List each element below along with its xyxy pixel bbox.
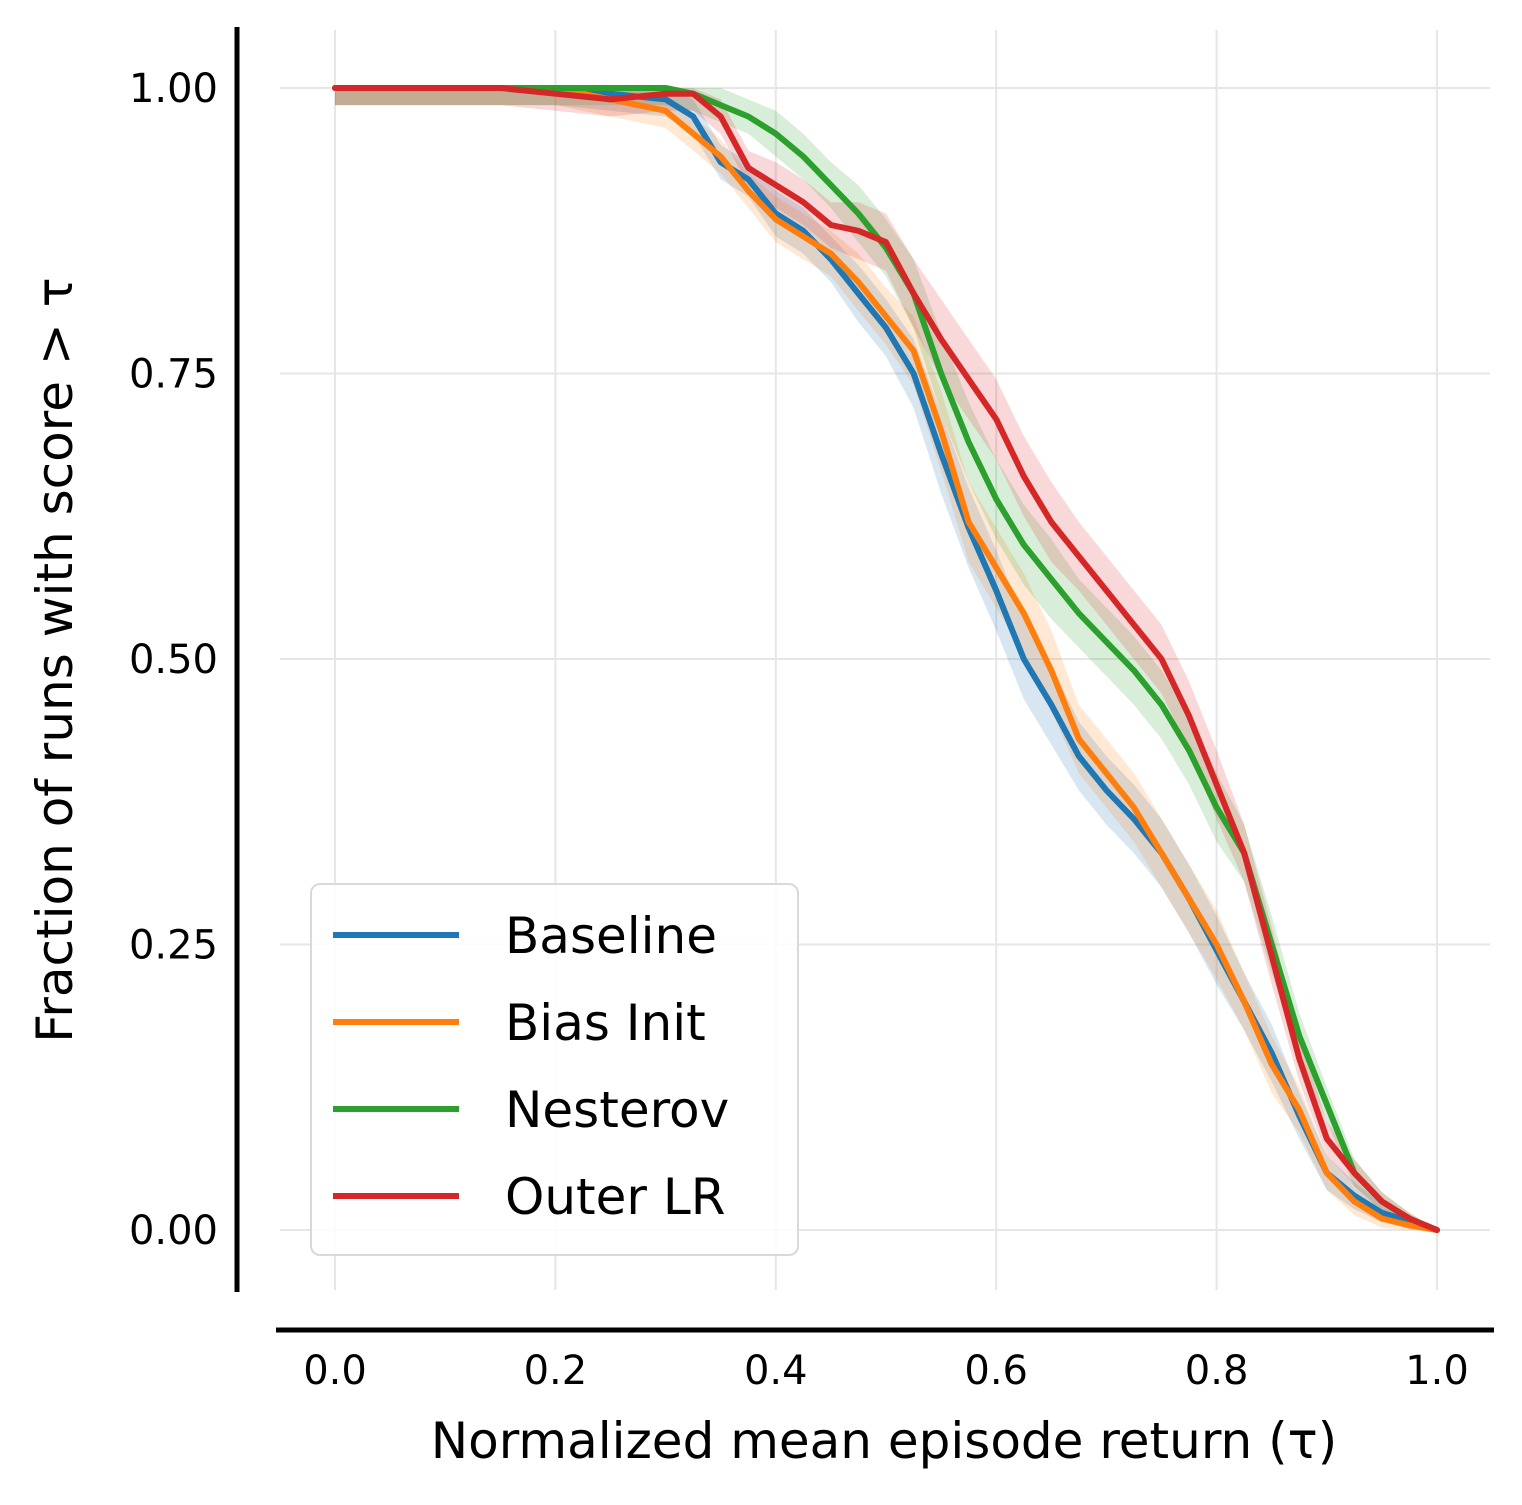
- legend: Baseline Bias Init Nesterov Outer LR: [310, 883, 799, 1256]
- y-tick-label: 0.25: [129, 923, 218, 969]
- outer-lr-legend-label: Outer LR: [505, 1168, 725, 1226]
- y-axis-title: Fraction of runs with score > τ: [26, 277, 84, 1043]
- y-tick-label: 0.75: [129, 352, 218, 398]
- x-tick-label: 1.0: [1405, 1348, 1469, 1394]
- x-tick-label: 0.8: [1185, 1348, 1249, 1394]
- outer-lr-line: [332, 85, 1440, 1233]
- y-tick-label: 0.50: [129, 637, 218, 683]
- y-tick-label: 1.00: [129, 66, 218, 112]
- series-lines: [332, 85, 1440, 1233]
- bias-init-line: [332, 85, 1440, 1233]
- x-axis-title: Normalized mean episode return (τ): [431, 1412, 1337, 1470]
- nesterov-confidence-band: [335, 88, 1437, 1230]
- x-tick-label: 0.2: [524, 1348, 588, 1394]
- nesterov-legend-label: Nesterov: [505, 1081, 729, 1139]
- baseline-legend-label: Baseline: [505, 907, 717, 965]
- x-tick-label: 0.0: [303, 1348, 367, 1394]
- y-tick-labels: 0.00 0.25 0.50 0.75 1.00: [129, 66, 218, 1254]
- x-tick-label: 0.6: [964, 1348, 1028, 1394]
- bias-init-legend-label: Bias Init: [505, 994, 706, 1052]
- x-tick-label: 0.4: [744, 1348, 808, 1394]
- y-tick-label: 0.00: [129, 1208, 218, 1254]
- x-tick-labels: 0.0 0.2 0.4 0.6 0.8 1.0: [303, 1348, 1469, 1394]
- legend-frame: [310, 883, 799, 1256]
- nesterov-line: [332, 85, 1440, 1233]
